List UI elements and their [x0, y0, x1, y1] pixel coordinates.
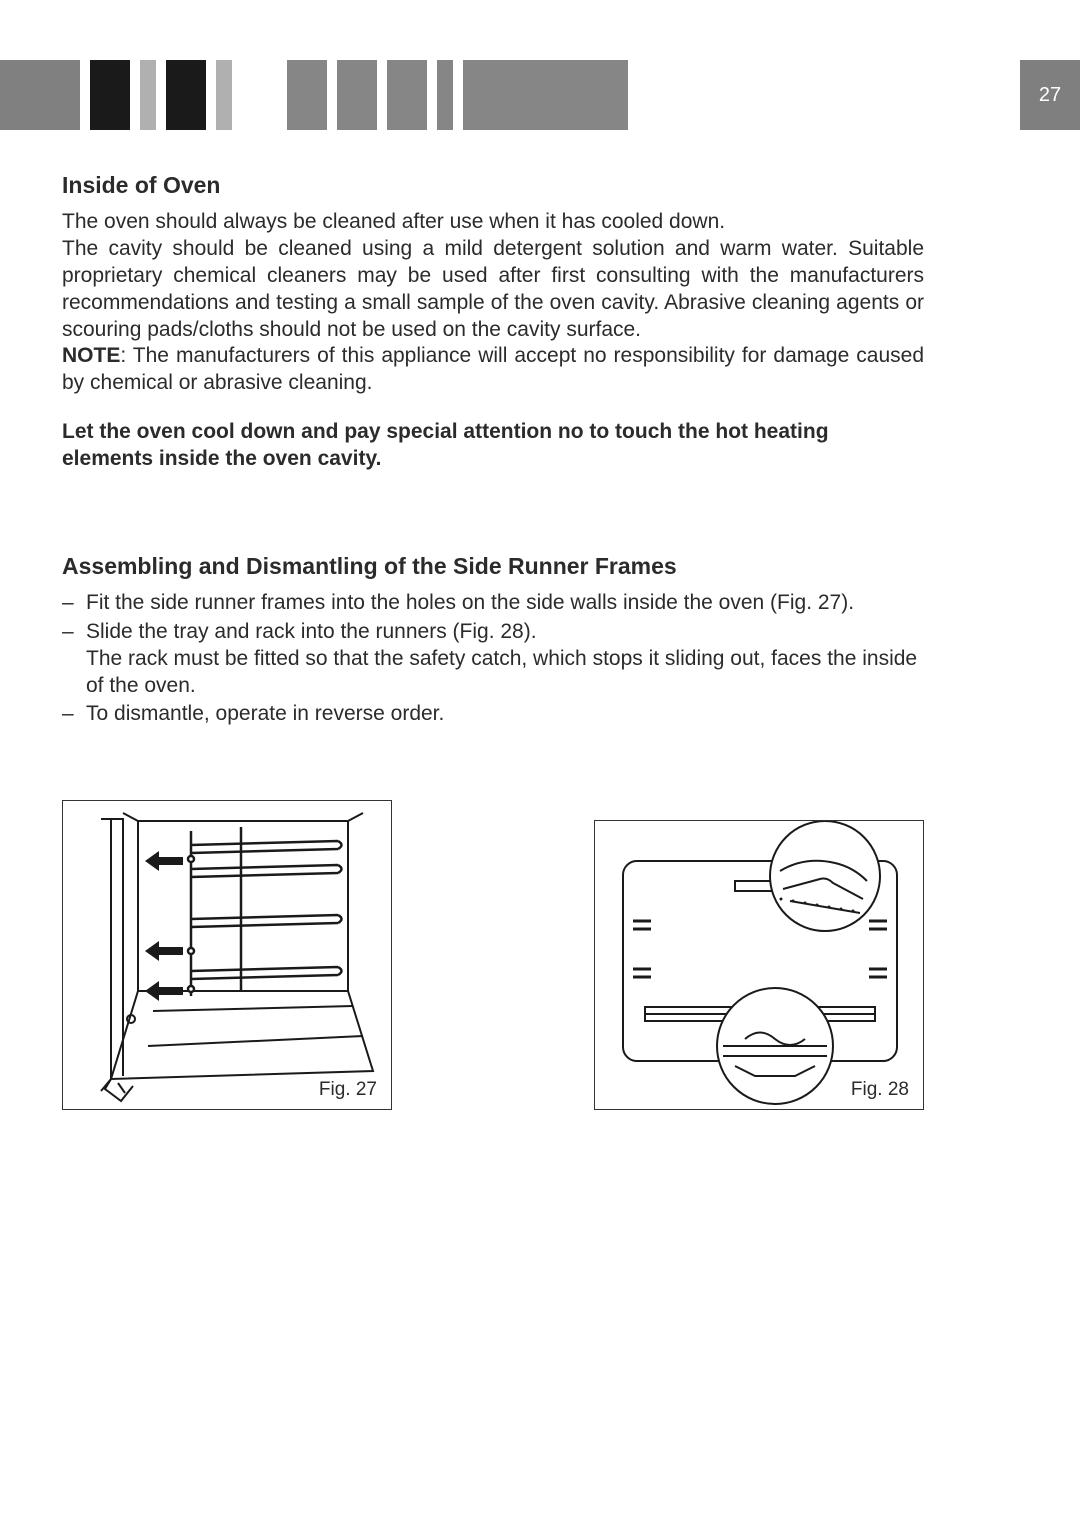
figure-28-illustration [595, 821, 925, 1111]
header-bar [337, 60, 377, 130]
page-number: 27 [1039, 84, 1061, 107]
instruction-item: To dismantle, operate in reverse order. [62, 701, 924, 728]
note-text: : The manufacturers of this appliance wi… [62, 344, 924, 394]
page-number-tab: 27 [1020, 60, 1080, 130]
header-bar [453, 60, 463, 130]
paragraph-cavity-cleaning: The cavity should be cleaned using a mil… [62, 236, 924, 344]
header-bar [216, 60, 232, 130]
header-bar [0, 60, 80, 130]
header-bar [327, 60, 337, 130]
header-bar [387, 60, 427, 130]
note-label: NOTE [62, 344, 120, 367]
section-title-inside-oven: Inside of Oven [62, 172, 924, 199]
header-bar [287, 60, 327, 130]
paragraph-note: NOTE: The manufacturers of this applianc… [62, 343, 924, 397]
figure-28-caption: Fig. 28 [851, 1079, 909, 1101]
header-bar [463, 60, 628, 130]
header-bar [437, 60, 453, 130]
instruction-list: Fit the side runner frames into the hole… [62, 590, 924, 728]
instruction-text: Fit the side runner frames into the hole… [86, 591, 854, 614]
figure-27-illustration [63, 801, 393, 1111]
header-bar [166, 60, 206, 130]
section-side-runner: Assembling and Dismantling of the Side R… [62, 553, 924, 728]
page-content: Inside of Oven The oven should always be… [62, 172, 924, 730]
instruction-text: To dismantle, operate in reverse order. [86, 702, 444, 725]
warning-hot-elements: Let the oven cool down and pay special a… [62, 419, 924, 473]
header-bar [80, 60, 90, 130]
header-bar [140, 60, 156, 130]
header-bar [377, 60, 387, 130]
instruction-text: Slide the tray and rack into the runners… [86, 620, 537, 643]
header-bar [427, 60, 437, 130]
figure-27: Fig. 27 [62, 800, 392, 1110]
header-bar [130, 60, 140, 130]
header-decorative-bars [0, 60, 628, 130]
figure-28: Fig. 28 [594, 820, 924, 1110]
paragraph-oven-cooldown: The oven should always be cleaned after … [62, 209, 924, 236]
instruction-item: Slide the tray and rack into the runners… [62, 619, 924, 700]
figures-row: Fig. 27 [62, 800, 924, 1110]
instruction-item: Fit the side runner frames into the hole… [62, 590, 924, 617]
header-bar [90, 60, 130, 130]
figure-27-caption: Fig. 27 [319, 1079, 377, 1101]
section-title-side-runner: Assembling and Dismantling of the Side R… [62, 553, 924, 580]
header-bar [156, 60, 166, 130]
instruction-continuation: The rack must be fitted so that the safe… [86, 646, 924, 700]
header-bar [232, 60, 287, 130]
header-bar [206, 60, 216, 130]
